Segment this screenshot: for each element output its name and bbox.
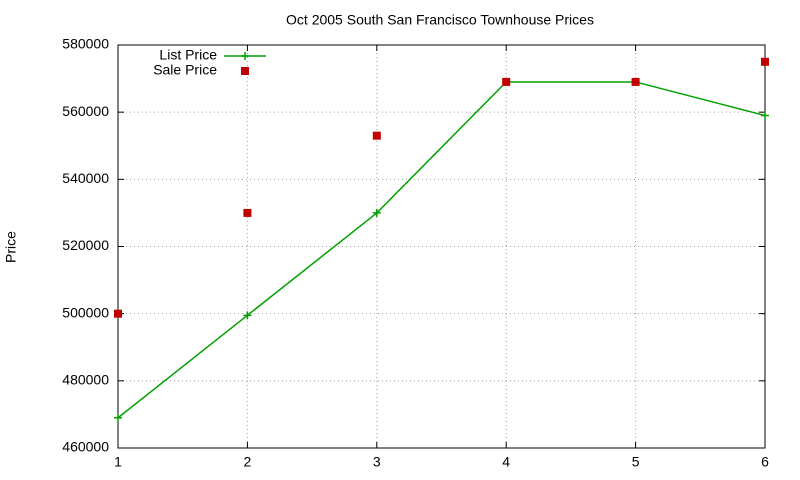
data-point: [761, 111, 769, 120]
legend-marker: [241, 67, 249, 75]
data-point: [372, 131, 381, 140]
data-point: [372, 208, 381, 217]
legend-label: List Price: [159, 47, 217, 63]
data-point: [631, 77, 640, 86]
data-point: [502, 77, 511, 86]
data-point: [761, 57, 769, 66]
data-point: [243, 311, 252, 320]
x-tick-label: 1: [114, 454, 122, 470]
data-point: [114, 413, 122, 422]
legend-label: Sale Price: [153, 62, 217, 78]
y-tick-label: 540000: [62, 170, 109, 186]
x-tick-label: 4: [502, 454, 510, 470]
y-tick-label: 480000: [62, 372, 109, 388]
y-tick-label: 520000: [62, 237, 109, 253]
x-tick-label: 5: [632, 454, 640, 470]
y-tick-label: 560000: [62, 103, 109, 119]
x-tick-label: 2: [244, 454, 252, 470]
y-tick-label: 500000: [62, 304, 109, 320]
legend-marker: [241, 52, 249, 60]
x-tick-label: 3: [373, 454, 381, 470]
y-tick-label: 460000: [62, 439, 109, 455]
data-point: [114, 309, 122, 318]
chart-title: Oct 2005 South San Francisco Townhouse P…: [286, 12, 594, 28]
y-tick-label: 580000: [62, 36, 109, 52]
series-line: [117, 81, 766, 419]
plot-frame: [117, 44, 766, 449]
y-axis-label: Price: [3, 231, 19, 263]
x-tick-label: 6: [761, 454, 769, 470]
data-point: [243, 208, 252, 217]
